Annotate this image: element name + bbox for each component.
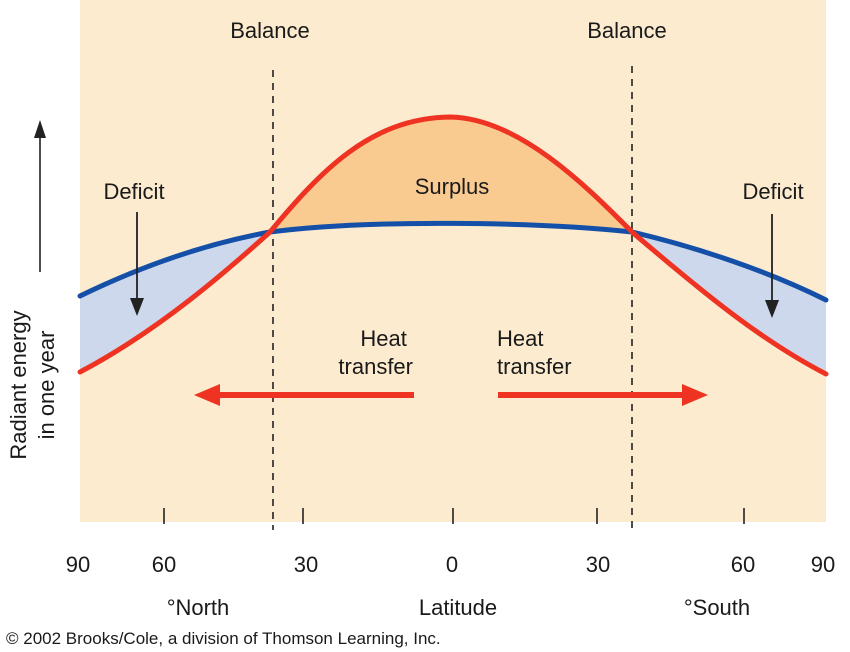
- balance-label-left: Balance: [230, 18, 310, 43]
- x-tick-90-south: 90: [811, 552, 835, 577]
- deficit-arrow-left: [130, 212, 144, 316]
- y-axis-arrow: [34, 120, 46, 272]
- balance-label-right: Balance: [587, 18, 667, 43]
- heat-transfer-right-line2: transfer: [497, 354, 572, 379]
- deficit-region-left: [80, 232, 270, 372]
- heat-transfer-arrow-right: [498, 384, 708, 406]
- heat-transfer-right-line1: Heat: [497, 326, 543, 351]
- heat-transfer-label-right: Heat transfer: [497, 326, 572, 379]
- x-tick-30-south: 30: [586, 552, 610, 577]
- x-tick-30-north: 30: [294, 552, 318, 577]
- x-tick-60-north: 60: [152, 552, 176, 577]
- x-axis-tick-labels: 90 60 30 0 30 60 90: [66, 552, 835, 577]
- copyright-credit: © 2002 Brooks/Cole, a division of Thomso…: [6, 629, 441, 648]
- y-axis-label-line1: Radiant energy: [6, 310, 31, 459]
- heat-transfer-arrow-left: [194, 384, 414, 406]
- emitted-energy-curve: [77, 220, 829, 303]
- deficit-label-right: Deficit: [742, 179, 803, 204]
- x-tick-60-south: 60: [731, 552, 755, 577]
- deficit-arrow-right: [765, 214, 779, 318]
- x-tick-90-north: 90: [66, 552, 90, 577]
- heat-transfer-left-line2: transfer: [338, 354, 413, 379]
- deficit-label-left: Deficit: [103, 179, 164, 204]
- x-axis-label-north: °North: [167, 595, 230, 620]
- heat-transfer-left-line1: Heat: [360, 326, 406, 351]
- x-axis-tick-marks: [163, 508, 745, 524]
- absorbed-energy-curve: [77, 114, 829, 377]
- deficit-region-right: [632, 232, 826, 374]
- surplus-label: Surplus: [415, 174, 490, 199]
- heat-transfer-label-left: Heat transfer: [338, 326, 413, 379]
- x-axis-label-south: °South: [684, 595, 750, 620]
- x-tick-0: 0: [446, 552, 458, 577]
- y-axis-label: Radiant energy in one year: [6, 310, 59, 459]
- x-axis-label-latitude: Latitude: [419, 595, 497, 620]
- y-axis-label-line2: in one year: [34, 331, 59, 440]
